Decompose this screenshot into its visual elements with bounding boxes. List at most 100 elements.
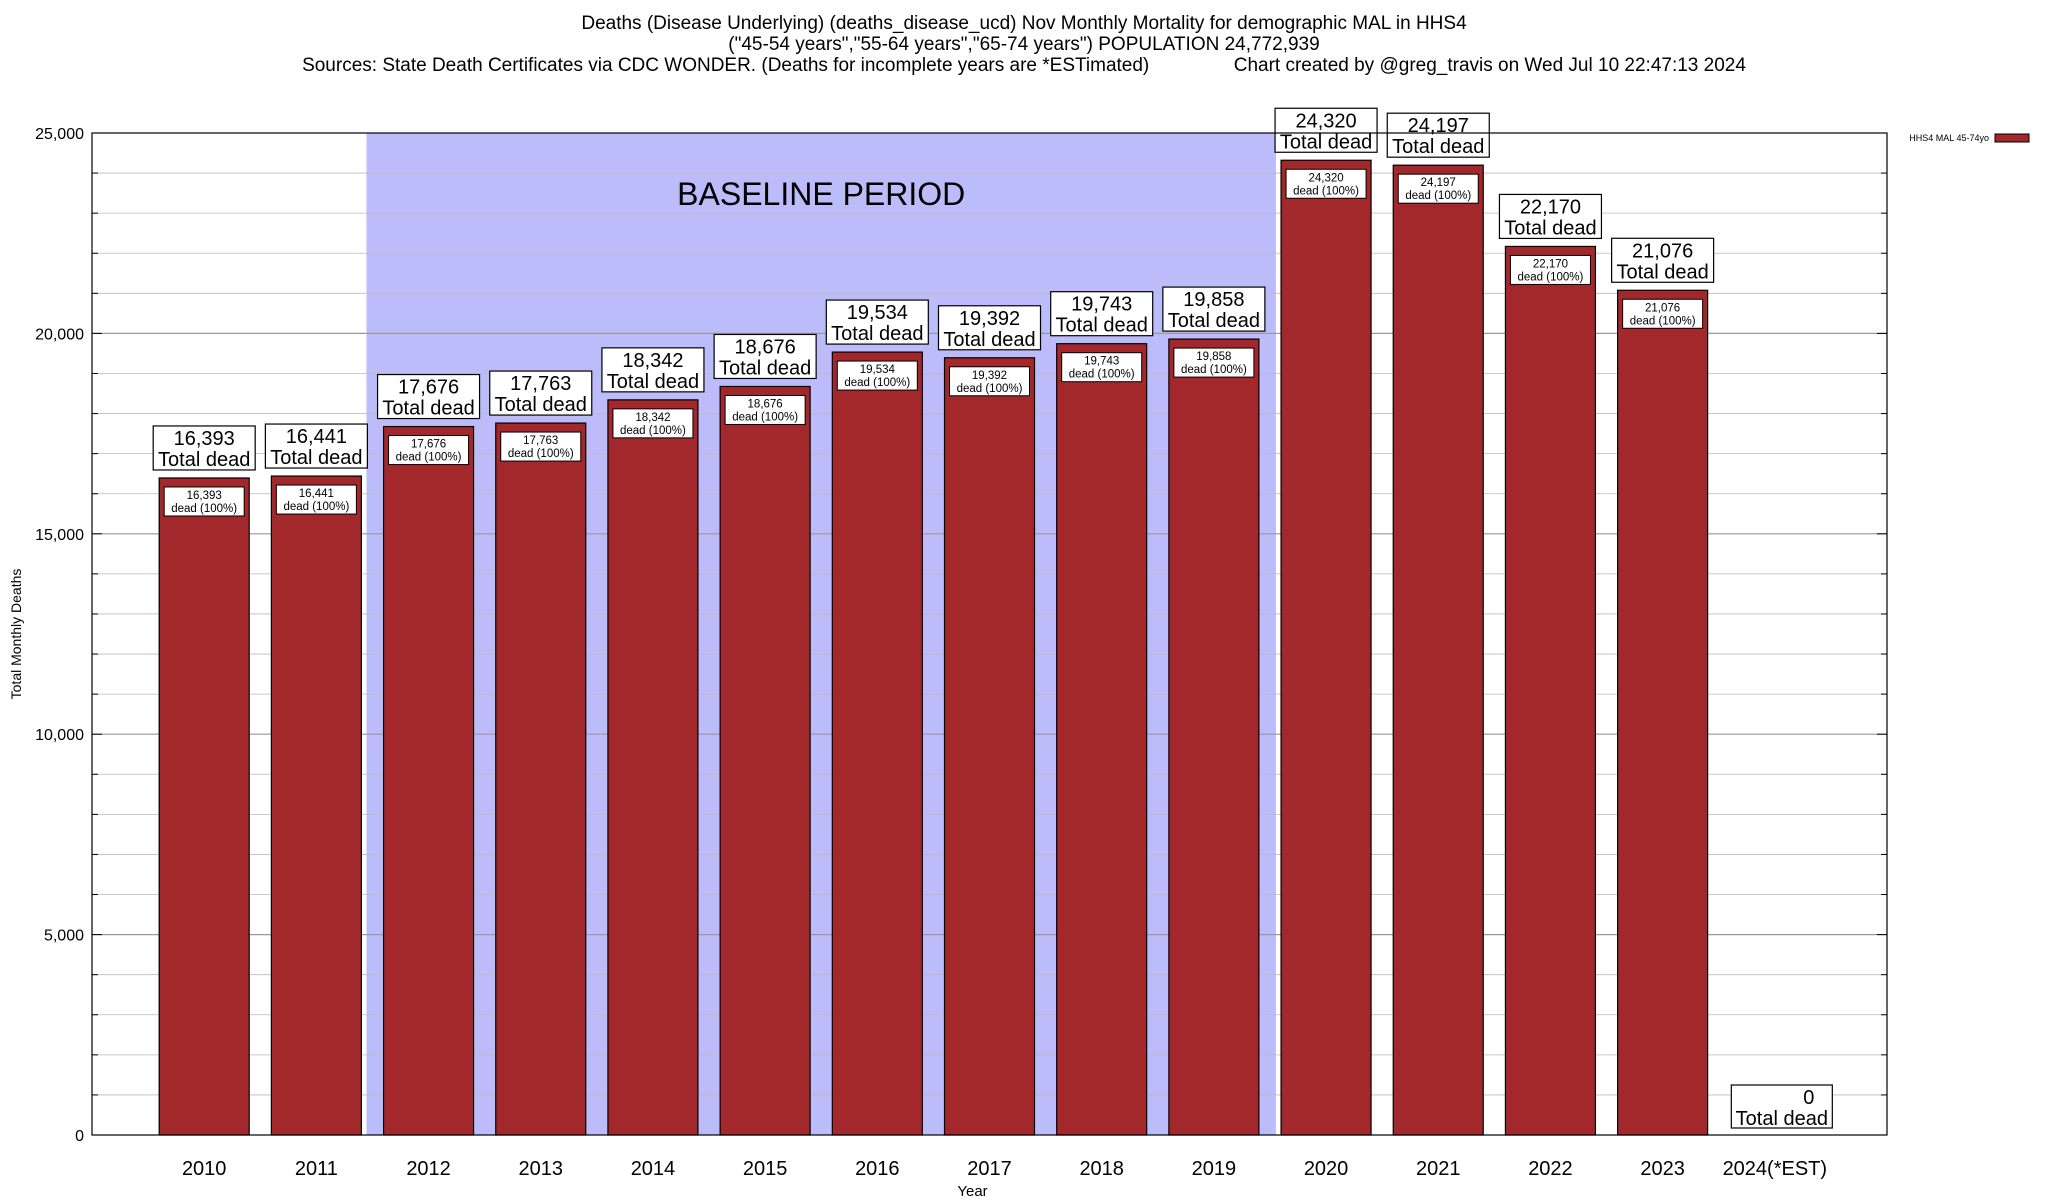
plot-frame <box>91 132 1888 1136</box>
inner-value-label: 19,858 <box>1196 351 1231 363</box>
total-value-label: 24,197 <box>1408 115 1469 137</box>
x-tick-label-2011: 2011 <box>295 1158 338 1180</box>
bar-2020 <box>1280 159 1372 1136</box>
inner-dead-label: dead (100%) <box>283 501 349 513</box>
x-tick-label-2022: 2022 <box>1528 1158 1573 1180</box>
inner-dead-label: dead (100%) <box>957 383 1023 395</box>
x-tick-label-2024(*EST): 2024(*EST) <box>1723 1158 1828 1180</box>
total-value-label: 19,858 <box>1183 289 1244 311</box>
total-dead-label: Total dead <box>495 394 587 416</box>
x-axis-label: Year <box>957 1183 987 1200</box>
total-value-label: 22,170 <box>1520 196 1581 218</box>
chart-title-line-1: Deaths (Disease Underlying) (deaths_dise… <box>581 13 1467 34</box>
total-dead-label: Total dead <box>1168 310 1260 332</box>
inner-label-box <box>836 360 918 391</box>
inner-label-box <box>500 431 582 462</box>
inner-value-label: 24,197 <box>1421 177 1456 189</box>
total-dead-label: Total dead <box>1056 315 1148 337</box>
inner-label-box <box>388 435 470 466</box>
inner-value-label: 19,743 <box>1084 356 1119 368</box>
inner-value-label: 19,392 <box>972 370 1007 382</box>
bar-2011 <box>270 475 362 1136</box>
x-tick-label-2017: 2017 <box>967 1158 1012 1180</box>
y-tick-label: 5,000 <box>44 928 84 945</box>
x-tick-label-2021: 2021 <box>1416 1158 1461 1180</box>
inner-label-box <box>1061 352 1143 383</box>
inner-label-box <box>1173 347 1255 378</box>
bar-2023 <box>1617 289 1709 1136</box>
bar-2013 <box>495 422 587 1136</box>
total-dead-label: Total dead <box>719 357 811 379</box>
total-label-box <box>601 347 705 393</box>
inner-label-box <box>1285 168 1367 199</box>
total-label-box <box>1611 237 1715 283</box>
legend: HHS4 MAL 45-74yo <box>1909 133 2030 143</box>
x-tick-label-2010: 2010 <box>182 1158 227 1180</box>
total-label-box <box>1050 291 1154 337</box>
x-tick-label-2020: 2020 <box>1304 1158 1349 1180</box>
inner-value-label: 24,320 <box>1308 172 1343 184</box>
total-label-box <box>1386 112 1490 158</box>
y-tick-label: 20,000 <box>35 326 84 343</box>
total-label-box <box>264 423 368 469</box>
total-dead-label: Total dead <box>158 449 250 471</box>
total-label-box <box>489 370 593 416</box>
total-dead-label: Total dead <box>1392 136 1484 158</box>
total-dead-label: Total dead <box>382 398 474 420</box>
y-tick-label: 0 <box>75 1128 84 1145</box>
inner-label-box <box>949 366 1030 397</box>
total-label-box <box>1274 107 1378 153</box>
inner-value-label: 17,763 <box>523 435 558 447</box>
inner-label-box <box>1509 254 1591 285</box>
x-tick-label-2012: 2012 <box>406 1158 451 1180</box>
x-tick-label-2013: 2013 <box>519 1158 564 1180</box>
inner-label-box <box>163 486 245 517</box>
x-tick-label-2019: 2019 <box>1192 1158 1237 1180</box>
inner-value-label: 21,076 <box>1645 302 1680 314</box>
inner-dead-label: dead (100%) <box>1518 271 1584 283</box>
inner-label-box <box>1397 173 1479 204</box>
total-value-label: 0 <box>1803 1087 1814 1109</box>
total-label-box <box>713 333 817 380</box>
total-value-label: 19,392 <box>959 308 1020 330</box>
inner-dead-label: dead (100%) <box>1181 364 1247 376</box>
total-value-label: 16,441 <box>286 426 347 448</box>
bar-2017 <box>943 357 1036 1136</box>
inner-value-label: 19,534 <box>860 364 896 376</box>
inner-label-box <box>612 408 694 439</box>
total-dead-label: Total dead <box>270 447 362 469</box>
inner-value-label: 18,342 <box>635 412 670 424</box>
inner-label-box <box>1622 298 1704 329</box>
bar-2022 <box>1504 245 1597 1136</box>
inner-value-label: 16,441 <box>299 488 334 500</box>
bar-2012 <box>382 425 475 1136</box>
total-dead-label: Total dead <box>607 371 699 393</box>
total-dead-label: Total dead <box>1616 261 1708 283</box>
chart-title-line-2: ("45-54 years","55-64 years","65-74 year… <box>728 34 1320 55</box>
total-dead-label: Total dead <box>1736 1108 1828 1130</box>
total-dead-label: Total dead <box>943 329 1035 351</box>
bar-2010 <box>158 477 250 1136</box>
bar-2014 <box>607 399 699 1136</box>
total-label-box <box>825 299 929 345</box>
